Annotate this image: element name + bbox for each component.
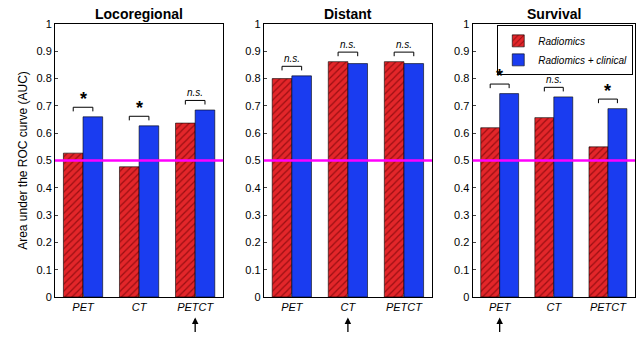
svg-text:0.7: 0.7 (245, 100, 260, 112)
svg-text:0.6: 0.6 (37, 127, 52, 139)
svg-text:1: 1 (46, 18, 52, 30)
svg-text:0.2: 0.2 (454, 236, 469, 248)
svg-text:0.3: 0.3 (454, 209, 469, 221)
svg-text:0.7: 0.7 (37, 100, 52, 112)
svg-text:0.8: 0.8 (37, 72, 52, 84)
svg-text:*: * (604, 81, 611, 101)
svg-text:0.8: 0.8 (454, 72, 469, 84)
svg-text:n.s.: n.s. (340, 39, 356, 50)
svg-text:*: * (136, 98, 143, 118)
svg-text:Survival: Survival (527, 6, 581, 22)
svg-text:PETCT: PETCT (177, 301, 214, 313)
svg-text:1: 1 (463, 18, 469, 30)
svg-text:0.4: 0.4 (245, 182, 260, 194)
svg-text:0.6: 0.6 (454, 127, 469, 139)
svg-text:0.1: 0.1 (454, 264, 469, 276)
svg-text:PETCT: PETCT (590, 301, 627, 313)
svg-text:0.5: 0.5 (454, 154, 469, 166)
svg-text:PET: PET (72, 301, 95, 313)
svg-text:0: 0 (254, 291, 260, 303)
svg-text:0.9: 0.9 (37, 45, 52, 57)
svg-text:0.7: 0.7 (454, 100, 469, 112)
svg-text:0.3: 0.3 (37, 209, 52, 221)
svg-text:Radiomics + clinical: Radiomics + clinical (538, 55, 627, 66)
svg-text:n.s.: n.s. (187, 87, 203, 98)
svg-text:0.9: 0.9 (454, 45, 469, 57)
svg-text:1: 1 (254, 18, 260, 30)
svg-text:PETCT: PETCT (386, 301, 423, 313)
svg-text:0.6: 0.6 (245, 127, 260, 139)
svg-text:0.4: 0.4 (37, 182, 52, 194)
svg-text:n.s.: n.s. (284, 53, 300, 64)
svg-text:CT: CT (132, 301, 148, 313)
svg-text:0.1: 0.1 (37, 264, 52, 276)
svg-text:n.s.: n.s. (546, 74, 562, 85)
svg-text:0.1: 0.1 (245, 264, 260, 276)
svg-text:0.4: 0.4 (454, 182, 469, 194)
svg-text:0.9: 0.9 (245, 45, 260, 57)
svg-text:Locoregional: Locoregional (95, 6, 183, 22)
svg-text:*: * (80, 89, 87, 109)
svg-text:Area under the ROC curve (AUC): Area under the ROC curve (AUC) (16, 71, 30, 250)
svg-text:PET: PET (281, 301, 304, 313)
svg-text:0.5: 0.5 (245, 154, 260, 166)
svg-text:0.8: 0.8 (245, 72, 260, 84)
svg-text:0.2: 0.2 (37, 236, 52, 248)
svg-text:CT: CT (341, 301, 357, 313)
svg-text:*: * (496, 66, 503, 86)
svg-text:0.3: 0.3 (245, 209, 260, 221)
svg-text:CT: CT (546, 301, 562, 313)
svg-text:Distant: Distant (324, 6, 372, 22)
svg-text:0: 0 (463, 291, 469, 303)
svg-text:0.5: 0.5 (37, 154, 52, 166)
svg-text:Radiomics: Radiomics (538, 36, 585, 47)
svg-text:0: 0 (46, 291, 52, 303)
svg-text:n.s.: n.s. (396, 39, 412, 50)
svg-text:0.2: 0.2 (245, 236, 260, 248)
svg-text:PET: PET (489, 301, 512, 313)
